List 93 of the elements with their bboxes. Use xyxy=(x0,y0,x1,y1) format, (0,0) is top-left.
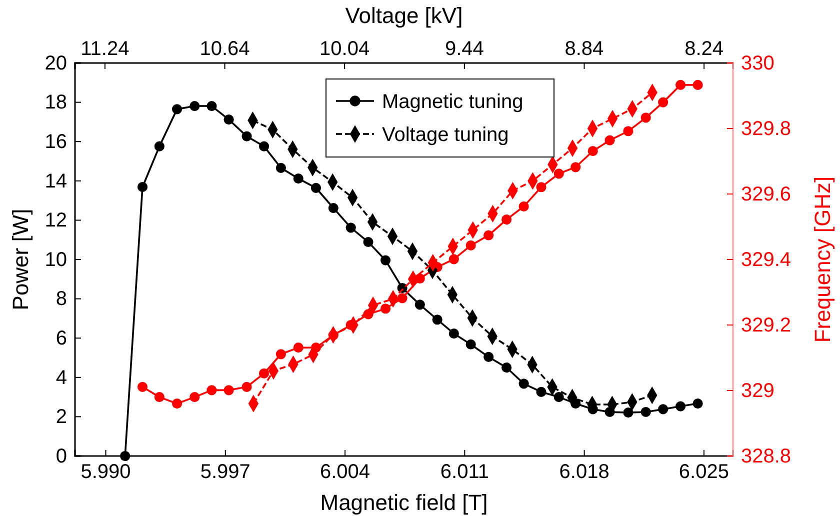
point xyxy=(448,328,459,339)
y-tick-label: 10 xyxy=(44,248,67,271)
y-tick-label: 18 xyxy=(44,92,67,114)
y2-tick-label: 329 xyxy=(741,380,774,402)
point xyxy=(293,174,304,184)
point xyxy=(518,201,529,212)
point xyxy=(363,236,374,248)
point xyxy=(448,254,459,264)
y-tick-label: 6 xyxy=(56,328,67,350)
y2-tick-label: 329.2 xyxy=(741,314,792,336)
point xyxy=(536,386,546,397)
legend-label: Magnetic tuning xyxy=(382,91,524,113)
point xyxy=(484,352,494,362)
y-axis-title: Power [W] xyxy=(8,208,33,310)
point xyxy=(623,126,634,136)
point xyxy=(554,168,564,179)
point xyxy=(293,342,304,353)
point xyxy=(623,408,634,418)
point xyxy=(224,114,234,125)
y-tick-label: 16 xyxy=(44,131,67,153)
point xyxy=(346,222,356,233)
x2-tick-label: 9.44 xyxy=(444,38,484,60)
point xyxy=(172,104,182,114)
x2-tick-label: 8.84 xyxy=(564,38,604,60)
y-tick-label: 8 xyxy=(56,288,67,310)
point xyxy=(258,368,270,379)
point xyxy=(242,382,252,392)
point xyxy=(536,182,546,192)
y-tick-label: 14 xyxy=(44,170,67,192)
point xyxy=(432,314,442,325)
point xyxy=(554,392,564,402)
point xyxy=(154,141,164,152)
y-tick-label: 20 xyxy=(44,52,67,74)
point xyxy=(120,450,130,462)
point xyxy=(466,240,476,250)
point xyxy=(137,182,148,192)
point xyxy=(310,182,322,194)
point xyxy=(675,401,686,412)
y2-tick-label: 328.8 xyxy=(741,445,792,468)
point xyxy=(658,97,668,108)
point xyxy=(380,255,391,266)
y2-tick-label: 329.6 xyxy=(741,183,792,206)
point xyxy=(502,362,512,373)
x2-axis-title: Voltage [kV] xyxy=(345,3,463,28)
point xyxy=(466,339,476,350)
point xyxy=(502,214,512,225)
point xyxy=(692,398,703,409)
y-tick-label: 0 xyxy=(56,445,67,468)
point xyxy=(414,300,425,310)
x-tick-label: 6.004 xyxy=(320,461,370,484)
point xyxy=(276,162,286,173)
point xyxy=(397,293,408,304)
point xyxy=(206,385,217,396)
point xyxy=(154,392,164,402)
point xyxy=(640,112,651,123)
x2-tick-label: 8.24 xyxy=(684,38,724,60)
y2-axis-title: Frequency [GHz] xyxy=(810,176,835,343)
point xyxy=(137,382,148,392)
point xyxy=(640,406,651,418)
point xyxy=(328,202,338,214)
legend-label: Voltage tuning xyxy=(382,124,509,146)
x2-tick-label: 10.04 xyxy=(320,38,370,60)
point xyxy=(276,349,286,360)
x2-tick-label: 11.24 xyxy=(80,38,130,60)
point xyxy=(380,304,391,314)
x-tick-label: 6.018 xyxy=(559,461,610,484)
x-axis-title: Magnetic field [T] xyxy=(320,490,488,515)
point xyxy=(518,378,529,389)
point xyxy=(206,100,217,112)
x-tick-label: 6.011 xyxy=(440,461,489,484)
x-tick-label: 6.025 xyxy=(678,461,729,484)
point xyxy=(692,80,703,90)
point xyxy=(258,141,270,152)
x-tick-label: 5.997 xyxy=(200,461,250,484)
point xyxy=(484,230,494,240)
point xyxy=(570,162,581,172)
point xyxy=(190,100,200,112)
point xyxy=(658,404,668,414)
y-tick-label: 2 xyxy=(56,406,67,428)
point xyxy=(242,131,252,142)
point xyxy=(675,80,686,90)
y2-tick-label: 329.8 xyxy=(741,118,792,140)
point xyxy=(172,398,182,409)
x-tick-label: 5.990 xyxy=(80,461,131,484)
x2-tick-label: 10.64 xyxy=(200,38,250,60)
y-tick-label: 12 xyxy=(44,210,67,232)
point xyxy=(224,385,234,396)
point xyxy=(604,135,615,146)
y2-tick-label: 329.4 xyxy=(741,248,792,271)
point xyxy=(190,392,200,402)
point xyxy=(588,146,598,156)
y2-tick-label: 330 xyxy=(741,52,774,74)
y-tick-label: 4 xyxy=(56,366,67,389)
